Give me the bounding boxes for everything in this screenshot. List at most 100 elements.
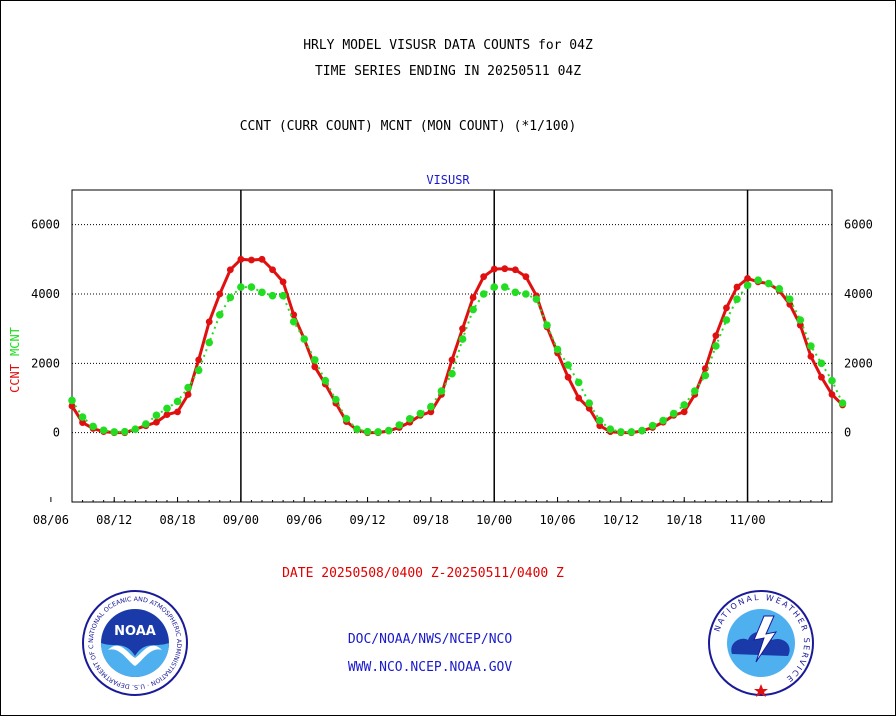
data-point-mcnt [669,409,678,418]
data-point-mcnt [585,399,594,408]
x-tick-label: 09/18 [413,513,449,527]
data-point-ccnt [701,365,709,372]
data-point-mcnt [828,376,836,385]
data-point-ccnt [501,265,509,273]
data-point-mcnt [163,404,171,413]
y-tick-label-right: 4000 [844,287,873,301]
data-point-mcnt [500,283,509,291]
data-point-mcnt [479,290,488,298]
data-point-mcnt [99,426,108,435]
data-point-mcnt [817,359,826,368]
data-point-mcnt [205,338,214,347]
data-point-ccnt [596,422,604,430]
data-point-ccnt [68,402,76,410]
data-point-mcnt [690,387,699,395]
data-point-mcnt [374,428,382,436]
y-axis-label: CCNT MCNT [8,327,22,393]
data-point-mcnt [215,311,224,319]
x-tick-label: 10/12 [603,513,639,527]
data-point-ccnt [448,356,456,364]
data-point-ccnt [744,275,751,282]
data-point-mcnt [659,416,667,425]
data-point-ccnt [712,332,720,339]
y-tick-label-left: 6000 [31,218,60,232]
data-point-mcnt [353,425,361,434]
x-tick-label: 10/00 [476,513,512,527]
website-text: WWW.NCO.NCEP.NOAA.GOV [347,660,513,675]
data-point-mcnt [469,305,477,314]
chart-title-line-2: TIME SERIES ENDING IN 20250511 04Z [314,64,582,79]
data-point-mcnt [543,321,551,330]
data-point-mcnt [490,283,499,291]
chart-subtitle: CCNT (CURR COUNT) MCNT (MON COUNT) (*1/1… [239,119,577,134]
data-point-mcnt [310,356,319,364]
y-tick-label-left: 0 [53,426,60,440]
data-point-mcnt [574,378,583,387]
x-tick-label: 10/06 [539,513,575,527]
data-point-mcnt [68,396,76,405]
y-tick-label-right: 2000 [844,356,873,370]
data-point-mcnt [247,283,256,291]
data-point-mcnt [152,411,161,420]
noaa-logo-text: NOAA [114,624,156,639]
data-point-ccnt [195,356,203,364]
data-point-ccnt [279,278,287,286]
data-point-mcnt [131,425,140,434]
data-point-mcnt [258,288,266,297]
data-point-mcnt [701,371,710,380]
data-point-ccnt [796,321,804,329]
x-tick-label: 09/12 [349,513,385,527]
data-point-mcnt [796,316,805,324]
data-point-ccnt [163,411,171,419]
data-point-mcnt [120,427,129,436]
data-point-mcnt [142,420,150,428]
agency-path-text: DOC/NOAA/NWS/NCEP/NCO [347,632,513,647]
data-point-mcnt [194,366,203,375]
data-point-mcnt [648,421,657,430]
x-tick-label: 08/12 [96,513,132,527]
data-point-mcnt [321,376,330,385]
data-point-ccnt [807,353,815,360]
data-point-mcnt [617,428,625,436]
data-point-ccnt [522,273,530,281]
data-point-ccnt [818,373,825,381]
data-point-mcnt [775,285,784,293]
data-point-mcnt [289,317,298,326]
data-point-mcnt [764,279,773,288]
data-point-ccnt [174,408,181,416]
data-point-ccnt [258,255,266,263]
data-point-mcnt [680,401,689,409]
data-point-mcnt [733,295,741,304]
y-label-mcnt: MCNT [8,327,22,356]
series-mcnt [68,276,847,436]
data-point-mcnt [522,290,530,298]
data-point-ccnt [427,408,435,416]
data-point-mcnt [342,415,351,423]
nws-logo-icon: NATIONAL WEATHER SERVICE [708,590,814,697]
data-point-mcnt [532,295,541,304]
data-point-ccnt [786,301,794,308]
data-point-ccnt [216,290,224,298]
y-tick-label-right: 0 [844,426,851,440]
x-tick-label: 09/06 [286,513,322,527]
data-point-ccnt [153,418,160,426]
data-point-ccnt [828,391,836,398]
data-point-mcnt [268,291,277,300]
date-range-label: DATE 20250508/0400 Z-20250511/0400 Z [282,566,564,581]
data-point-mcnt [785,295,794,304]
data-point-mcnt [384,426,393,435]
data-point-ccnt [290,311,298,319]
data-point-mcnt [300,335,309,343]
data-point-ccnt [205,318,213,326]
x-tick-label: 11/00 [729,513,765,527]
data-point-mcnt [89,422,97,431]
series-layer [68,255,847,437]
y-tick-label-right: 6000 [844,218,873,232]
x-tick-label: 09/00 [223,513,259,527]
panel-title: VISUSR [426,173,470,187]
y-tick-label-left: 4000 [31,287,60,301]
data-point-mcnt [110,428,119,436]
data-point-mcnt [606,425,615,434]
data-point-ccnt [469,294,477,301]
